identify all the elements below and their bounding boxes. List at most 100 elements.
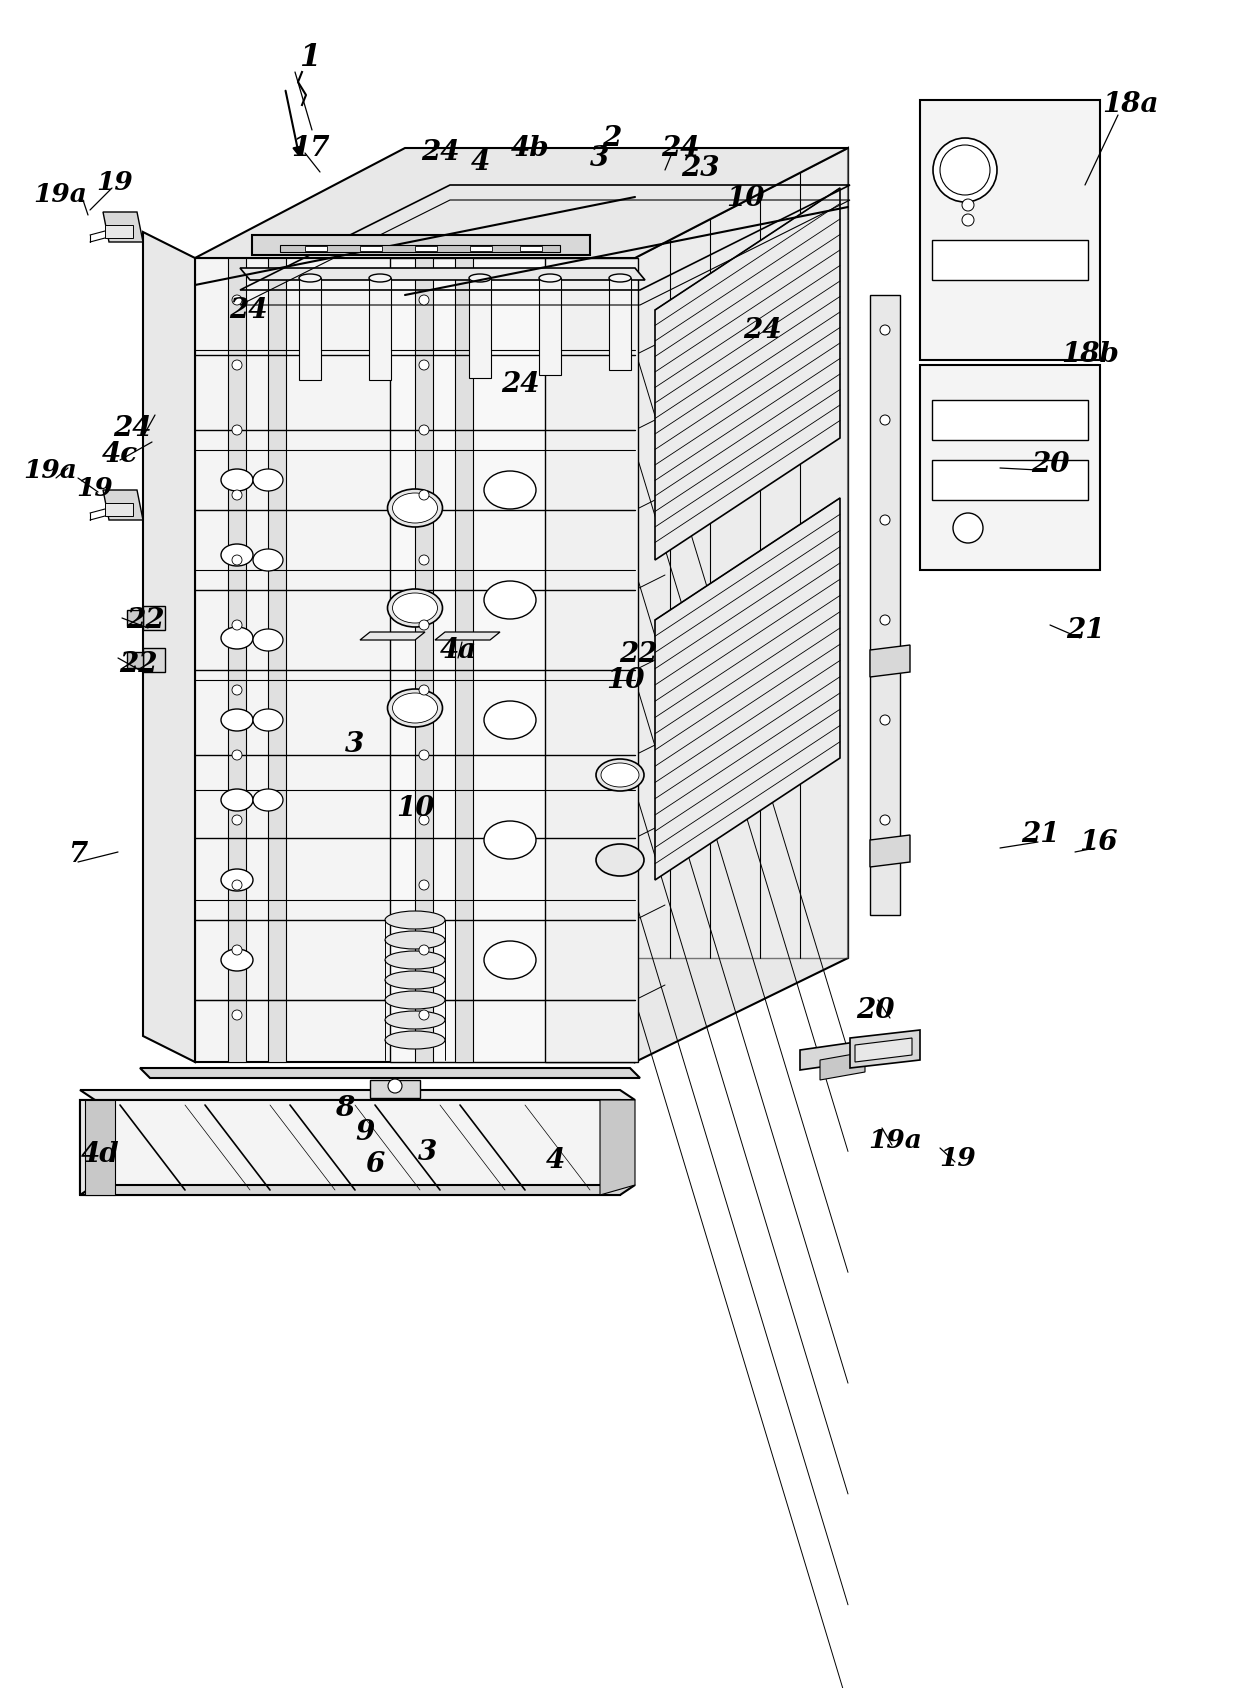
Polygon shape	[228, 258, 246, 1062]
Circle shape	[962, 214, 973, 226]
Polygon shape	[126, 609, 143, 626]
Text: 19: 19	[97, 170, 134, 196]
Bar	[305, 246, 327, 252]
Text: 4d: 4d	[81, 1141, 119, 1168]
Text: 2: 2	[603, 125, 621, 152]
Polygon shape	[280, 245, 560, 252]
Ellipse shape	[387, 490, 443, 527]
Text: 10: 10	[396, 795, 434, 822]
Circle shape	[232, 360, 242, 370]
Circle shape	[419, 619, 429, 630]
Circle shape	[388, 1079, 402, 1094]
Text: 19a: 19a	[33, 182, 87, 208]
Polygon shape	[81, 1185, 635, 1195]
Ellipse shape	[484, 820, 536, 859]
Bar	[870, 295, 900, 915]
Circle shape	[954, 513, 983, 544]
Polygon shape	[140, 1069, 640, 1079]
Text: 21: 21	[1065, 616, 1105, 643]
Circle shape	[419, 749, 429, 760]
Circle shape	[419, 360, 429, 370]
Polygon shape	[105, 225, 133, 238]
Polygon shape	[241, 268, 645, 280]
Ellipse shape	[393, 592, 438, 623]
Bar	[520, 246, 542, 252]
Polygon shape	[103, 490, 143, 520]
Circle shape	[419, 815, 429, 825]
Polygon shape	[195, 149, 848, 258]
Text: 8: 8	[335, 1094, 355, 1121]
Bar	[415, 246, 436, 252]
Circle shape	[419, 879, 429, 890]
Ellipse shape	[370, 273, 391, 282]
Ellipse shape	[384, 971, 445, 989]
Text: 7: 7	[68, 842, 88, 869]
Circle shape	[419, 1009, 429, 1020]
Text: 19a: 19a	[868, 1128, 921, 1153]
Circle shape	[232, 555, 242, 565]
Circle shape	[419, 490, 429, 500]
Circle shape	[880, 716, 890, 726]
Circle shape	[232, 685, 242, 695]
Polygon shape	[81, 1090, 635, 1101]
Ellipse shape	[253, 709, 283, 731]
Polygon shape	[455, 258, 472, 1062]
Polygon shape	[870, 645, 910, 677]
Polygon shape	[546, 258, 639, 1062]
Text: 10: 10	[606, 667, 645, 694]
Ellipse shape	[484, 581, 536, 619]
Polygon shape	[143, 606, 165, 630]
Ellipse shape	[384, 932, 445, 949]
Circle shape	[232, 425, 242, 436]
Ellipse shape	[384, 1011, 445, 1030]
Polygon shape	[469, 279, 491, 378]
Circle shape	[232, 815, 242, 825]
Circle shape	[419, 945, 429, 955]
Circle shape	[419, 295, 429, 306]
Polygon shape	[126, 652, 143, 668]
Text: 18a: 18a	[1102, 91, 1158, 118]
Polygon shape	[103, 213, 143, 241]
Ellipse shape	[221, 626, 253, 648]
Polygon shape	[370, 279, 391, 380]
Text: 19: 19	[77, 476, 113, 501]
Polygon shape	[252, 235, 590, 255]
Text: 16: 16	[1079, 829, 1117, 856]
Ellipse shape	[387, 689, 443, 728]
Text: 4: 4	[470, 150, 490, 177]
Polygon shape	[932, 240, 1087, 280]
Polygon shape	[415, 258, 433, 1062]
Circle shape	[232, 749, 242, 760]
Text: 1: 1	[299, 42, 321, 74]
Ellipse shape	[253, 549, 283, 571]
Polygon shape	[609, 279, 631, 370]
Ellipse shape	[484, 701, 536, 739]
Text: 19a: 19a	[24, 457, 77, 483]
Text: 22: 22	[119, 652, 157, 679]
Text: 4: 4	[546, 1146, 564, 1173]
Ellipse shape	[484, 940, 536, 979]
Bar	[470, 246, 492, 252]
Circle shape	[232, 295, 242, 306]
Text: 24: 24	[661, 135, 699, 162]
Text: 24: 24	[228, 297, 268, 324]
Circle shape	[962, 199, 973, 211]
Polygon shape	[391, 258, 635, 1062]
Text: 23: 23	[681, 155, 719, 182]
Text: 10: 10	[725, 184, 764, 211]
Ellipse shape	[609, 273, 631, 282]
Circle shape	[419, 425, 429, 436]
Ellipse shape	[253, 469, 283, 491]
Polygon shape	[370, 1080, 420, 1097]
Polygon shape	[405, 149, 848, 959]
Text: 4a: 4a	[439, 636, 476, 663]
Text: 17: 17	[290, 135, 330, 162]
Polygon shape	[81, 1101, 95, 1195]
Text: 4c: 4c	[102, 442, 138, 469]
Polygon shape	[920, 100, 1100, 360]
Polygon shape	[86, 1101, 115, 1195]
Polygon shape	[920, 365, 1100, 571]
Text: 20: 20	[856, 996, 894, 1023]
Text: 20: 20	[1030, 451, 1069, 478]
Ellipse shape	[221, 709, 253, 731]
